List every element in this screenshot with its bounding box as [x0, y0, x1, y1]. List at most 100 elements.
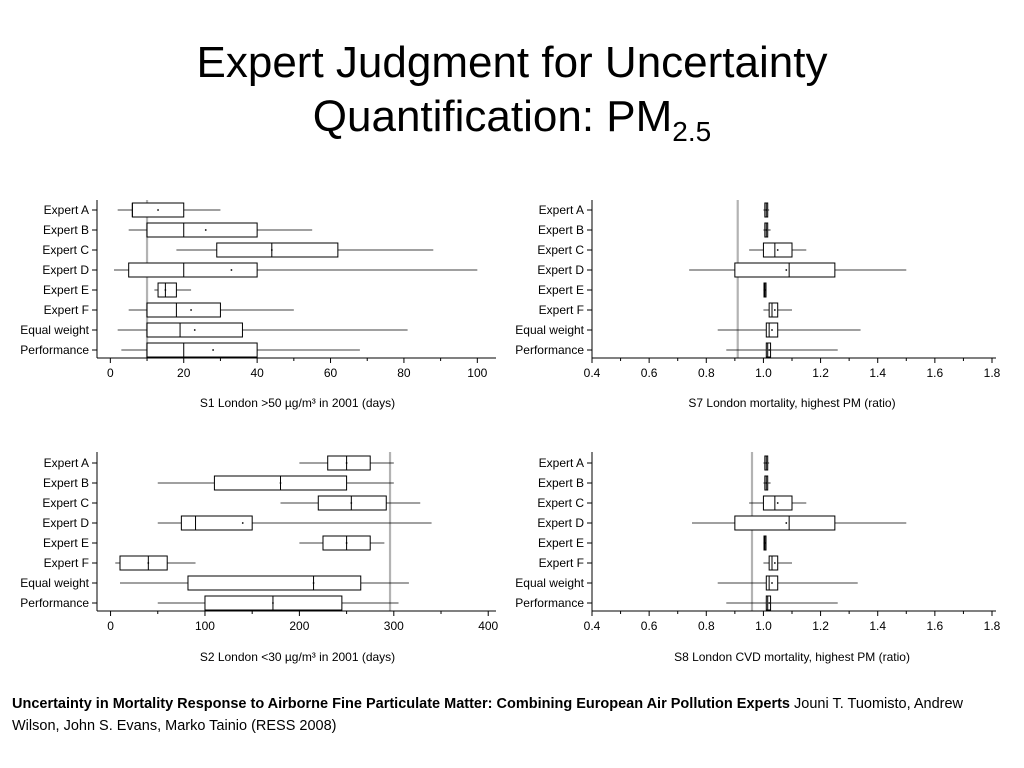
x-tick-label: 0.6 [641, 619, 658, 633]
mean-point [270, 249, 273, 251]
x-tick-label: 0.4 [584, 366, 601, 380]
x-tick-label: 1.2 [812, 366, 829, 380]
mean-point [345, 542, 348, 544]
mean-point [785, 269, 788, 271]
y-tick-label: Expert A [44, 456, 89, 470]
mean-point [771, 582, 773, 584]
x-tick-label: 0.4 [584, 619, 601, 633]
x-tick-label: 0.8 [698, 619, 715, 633]
mean-point [773, 562, 776, 564]
x-tick-label: 400 [478, 619, 498, 633]
x-tick-label: 60 [324, 366, 338, 380]
x-tick-label: 0 [107, 366, 114, 380]
box [180, 515, 253, 531]
mean-point [230, 269, 233, 271]
y-tick-label: Expert E [538, 536, 584, 550]
x-axis-label: S8 London CVD mortality, highest PM (rat… [674, 650, 910, 664]
x-tick-label: 0 [107, 619, 114, 633]
x-tick-label: 1.2 [812, 619, 829, 633]
y-tick-label: Expert D [42, 516, 89, 530]
x-tick-label: 1.4 [869, 366, 886, 380]
x-axis-label: S2 London <30 µg/m³ in 2001 (days) [200, 650, 395, 664]
box [157, 282, 177, 298]
x-tick-label: 1.0 [755, 366, 772, 380]
mean-point [190, 309, 192, 311]
title-subscript: 2.5 [672, 116, 712, 147]
box [146, 222, 258, 238]
box [327, 455, 371, 471]
y-tick-label: Expert F [539, 303, 584, 317]
y-tick-label: Expert E [43, 283, 89, 297]
x-tick-label: 100 [195, 619, 215, 633]
chart-panel-s8: Expert A Expert B Expert C Expert D Expert E… [515, 452, 1001, 664]
x-tick-label: 1.6 [927, 366, 944, 380]
mean-point [350, 502, 353, 504]
x-tick-label: 1.0 [755, 619, 772, 633]
x-tick-label: 1.6 [927, 619, 944, 633]
y-tick-label: Performance [515, 343, 584, 357]
x-axis-label: S7 London mortality, highest PM (ratio) [688, 396, 895, 410]
y-tick-label: Expert E [538, 283, 584, 297]
y-tick-label: Expert B [538, 476, 584, 490]
y-tick-label: Expert F [539, 556, 584, 570]
y-tick-label: Expert A [44, 203, 89, 217]
y-tick-label: Equal weight [515, 323, 584, 337]
x-tick-label: 1.4 [869, 619, 886, 633]
mean-point [312, 582, 315, 584]
y-tick-label: Expert C [537, 243, 584, 257]
title-line-2-text: Quantification: PM [312, 92, 673, 141]
mean-point [776, 249, 779, 251]
y-tick-label: Expert B [538, 223, 584, 237]
mean-point [776, 502, 779, 504]
mean-point [765, 462, 768, 464]
mean-point [765, 209, 768, 211]
mean-point [204, 229, 207, 231]
mean-point [157, 209, 159, 211]
y-tick-label: Expert D [537, 516, 584, 530]
citation-authors: Jouni T. Tuomisto, Andrew Wilson, John S… [12, 696, 964, 734]
x-tick-label: 100 [467, 366, 487, 380]
box [216, 242, 339, 258]
x-tick-label: 300 [384, 619, 404, 633]
box [734, 515, 836, 531]
x-axis-label: S1 London >50 µg/m³ in 2001 (days) [200, 396, 395, 410]
chart-panel-s7: Expert A Expert B Expert C Expert D Expert E… [515, 200, 1001, 410]
y-tick-label: Expert C [42, 496, 89, 510]
title-line-1: Expert Judgment for Uncertainty [196, 38, 828, 87]
mean-point [763, 289, 766, 291]
mean-point [193, 329, 196, 331]
chart-panel-s2: Expert A Expert B Expert C Expert D Expert E… [20, 452, 499, 664]
x-tick-label: 0.6 [641, 366, 658, 380]
y-tick-label: Expert B [43, 223, 89, 237]
y-tick-label: Expert D [42, 263, 89, 277]
box [768, 555, 779, 571]
y-tick-label: Expert F [44, 303, 89, 317]
y-tick-label: Performance [20, 596, 89, 610]
x-tick-label: 0.8 [698, 366, 715, 380]
x-tick-label: 200 [289, 619, 309, 633]
x-tick-label: 80 [397, 366, 411, 380]
y-tick-label: Expert C [537, 496, 584, 510]
y-tick-label: Performance [515, 596, 584, 610]
citation-title: Uncertainty in Mortality Response to Air… [12, 696, 790, 712]
y-tick-label: Expert A [539, 203, 584, 217]
mean-point [765, 482, 768, 484]
x-tick-label: 20 [177, 366, 191, 380]
x-tick-label: 40 [250, 366, 264, 380]
y-tick-label: Equal weight [515, 576, 584, 590]
box [146, 342, 258, 358]
box [119, 555, 168, 571]
citation: Uncertainty in Mortality Response to Air… [12, 693, 1012, 737]
box [317, 495, 387, 511]
box [146, 302, 221, 318]
y-tick-label: Expert E [43, 536, 89, 550]
mean-point [768, 602, 771, 604]
mean-point [272, 602, 274, 604]
box [128, 262, 258, 278]
mean-point [785, 522, 788, 524]
slide-title: Expert Judgment for Uncertainty Quantifi… [0, 36, 1024, 147]
mean-point [345, 462, 348, 464]
y-tick-label: Equal weight [20, 323, 89, 337]
mean-point [212, 349, 214, 351]
x-tick-label: 1.8 [984, 366, 1001, 380]
